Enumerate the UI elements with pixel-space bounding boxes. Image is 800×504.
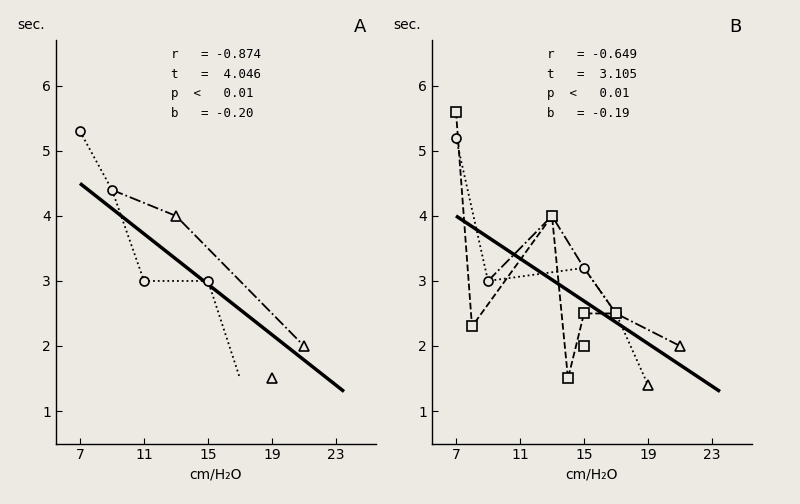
X-axis label: cm/H₂O: cm/H₂O (190, 468, 242, 482)
Text: r   = -0.649
t   =  3.105
p  <   0.01
b   = -0.19: r = -0.649 t = 3.105 p < 0.01 b = -0.19 (547, 48, 638, 120)
Text: sec.: sec. (394, 18, 422, 32)
Text: r   = -0.874
t   =  4.046
p  <   0.01
b   = -0.20: r = -0.874 t = 4.046 p < 0.01 b = -0.20 (171, 48, 261, 120)
Text: B: B (730, 18, 742, 36)
Text: A: A (354, 18, 366, 36)
X-axis label: cm/H₂O: cm/H₂O (566, 468, 618, 482)
Text: sec.: sec. (18, 18, 46, 32)
